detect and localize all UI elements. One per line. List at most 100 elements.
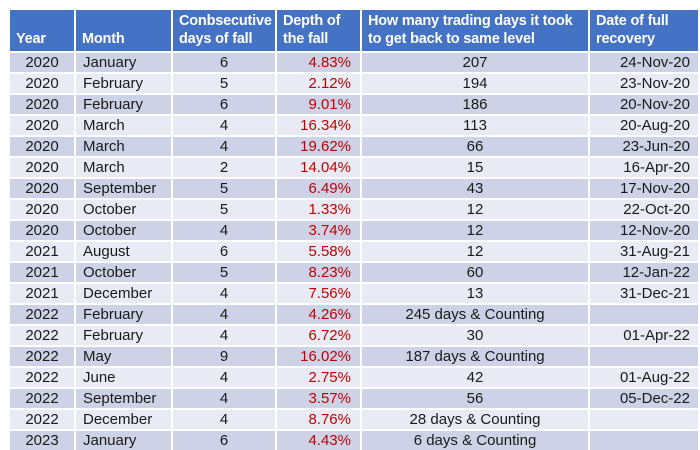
cell-month: January (74, 429, 173, 450)
cell-year: 2023 (8, 429, 76, 450)
table-row: 2021 December 4 7.56% 13 31-Dec-21 (8, 282, 700, 306)
table-row: 2022 February 4 6.72% 30 01-Apr-22 (8, 324, 700, 348)
cell-date (588, 345, 700, 369)
table-row: 2022 May 9 16.02% 187 days & Counting (8, 345, 700, 369)
cell-year: 2020 (8, 198, 76, 222)
cell-month: September (74, 177, 173, 201)
cell-trading: 28 days & Counting (360, 408, 590, 432)
cell-days: 9 (171, 345, 277, 369)
cell-depth: 6.72% (275, 324, 362, 348)
cell-days: 4 (171, 114, 277, 138)
cell-days: 6 (171, 429, 277, 450)
cell-trading: 12 (360, 240, 590, 264)
cell-days: 5 (171, 198, 277, 222)
cell-depth: 1.33% (275, 198, 362, 222)
cell-year: 2020 (8, 156, 76, 180)
cell-month: February (74, 72, 173, 96)
cell-days: 6 (171, 240, 277, 264)
cell-date: 22-Oct-20 (588, 198, 700, 222)
column-header-date: Date of full recovery (588, 7, 700, 54)
cell-trading: 66 (360, 135, 590, 159)
cell-trading: 42 (360, 366, 590, 390)
cell-days: 5 (171, 72, 277, 96)
cell-year: 2020 (8, 51, 76, 75)
cell-days: 2 (171, 156, 277, 180)
table-row: 2020 October 5 1.33% 12 22-Oct-20 (8, 198, 700, 222)
table-row: 2020 February 6 9.01% 186 20-Nov-20 (8, 93, 700, 117)
table-row: 2021 October 5 8.23% 60 12-Jan-22 (8, 261, 700, 285)
cell-depth: 9.01% (275, 93, 362, 117)
cell-trading: 15 (360, 156, 590, 180)
cell-date: 20-Nov-20 (588, 93, 700, 117)
cell-month: December (74, 408, 173, 432)
cell-month: October (74, 261, 173, 285)
cell-depth: 3.57% (275, 387, 362, 411)
cell-year: 2020 (8, 219, 76, 243)
cell-month: May (74, 345, 173, 369)
cell-month: March (74, 156, 173, 180)
cell-year: 2020 (8, 135, 76, 159)
cell-month: February (74, 93, 173, 117)
cell-date: 16-Apr-20 (588, 156, 700, 180)
table-row: 2020 September 5 6.49% 43 17-Nov-20 (8, 177, 700, 201)
table-row: 2020 January 6 4.83% 207 24-Nov-20 (8, 51, 700, 75)
cell-year: 2022 (8, 303, 76, 327)
cell-year: 2021 (8, 261, 76, 285)
cell-year: 2022 (8, 387, 76, 411)
cell-year: 2020 (8, 93, 76, 117)
cell-depth: 5.58% (275, 240, 362, 264)
cell-depth: 4.26% (275, 303, 362, 327)
cell-date: 23-Jun-20 (588, 135, 700, 159)
market-fall-recovery-table: Year Month Conbsecutive days of fall Depth … (8, 7, 700, 450)
cell-depth: 4.43% (275, 429, 362, 450)
table-body: 2020 January 6 4.83% 207 24-Nov-20 2020 Februar… (8, 51, 700, 450)
column-header-year: Year (8, 7, 76, 54)
cell-date: 20-Aug-20 (588, 114, 700, 138)
cell-trading: 113 (360, 114, 590, 138)
cell-month: February (74, 324, 173, 348)
cell-days: 6 (171, 51, 277, 75)
table-row: 2022 September 4 3.57% 56 05-Dec-22 (8, 387, 700, 411)
table-row: 2022 December 4 8.76% 28 days & Counting (8, 408, 700, 432)
cell-trading: 207 (360, 51, 590, 75)
cell-date (588, 408, 700, 432)
header-row: Year Month Conbsecutive days of fall Depth … (8, 7, 700, 54)
cell-trading: 186 (360, 93, 590, 117)
cell-depth: 8.23% (275, 261, 362, 285)
table-header: Year Month Conbsecutive days of fall Depth … (8, 7, 700, 54)
cell-date: 23-Nov-20 (588, 72, 700, 96)
cell-trading: 12 (360, 219, 590, 243)
cell-date: 01-Apr-22 (588, 324, 700, 348)
cell-trading: 13 (360, 282, 590, 306)
cell-trading: 187 days & Counting (360, 345, 590, 369)
cell-date: 24-Nov-20 (588, 51, 700, 75)
table-row: 2020 March 4 19.62% 66 23-Jun-20 (8, 135, 700, 159)
cell-days: 4 (171, 219, 277, 243)
cell-date: 17-Nov-20 (588, 177, 700, 201)
cell-days: 4 (171, 324, 277, 348)
table-row: 2023 January 6 4.43% 6 days & Counting (8, 429, 700, 450)
column-header-trading: How many trading days it took to get bac… (360, 7, 590, 54)
cell-year: 2020 (8, 72, 76, 96)
cell-trading: 194 (360, 72, 590, 96)
cell-trading: 56 (360, 387, 590, 411)
cell-date: 01-Aug-22 (588, 366, 700, 390)
cell-month: December (74, 282, 173, 306)
cell-depth: 7.56% (275, 282, 362, 306)
cell-month: August (74, 240, 173, 264)
cell-days: 4 (171, 282, 277, 306)
cell-month: June (74, 366, 173, 390)
cell-depth: 3.74% (275, 219, 362, 243)
column-header-days: Conbsecutive days of fall (171, 7, 277, 54)
table-row: 2021 August 6 5.58% 12 31-Aug-21 (8, 240, 700, 264)
cell-depth: 16.34% (275, 114, 362, 138)
cell-month: March (74, 135, 173, 159)
cell-days: 4 (171, 303, 277, 327)
cell-days: 5 (171, 177, 277, 201)
cell-days: 4 (171, 387, 277, 411)
cell-year: 2020 (8, 177, 76, 201)
cell-month: October (74, 198, 173, 222)
cell-depth: 16.02% (275, 345, 362, 369)
column-header-month: Month (74, 7, 173, 54)
cell-days: 4 (171, 408, 277, 432)
